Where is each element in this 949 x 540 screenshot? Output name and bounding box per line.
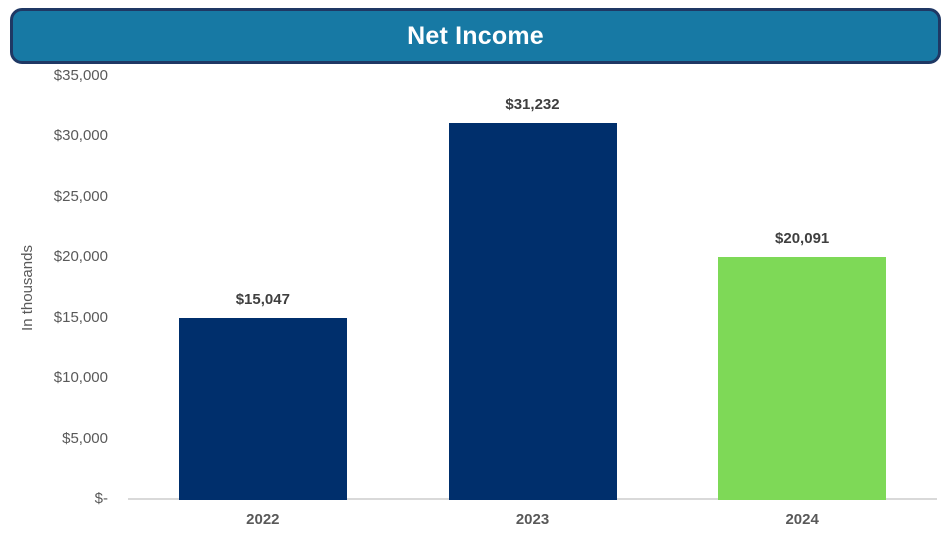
y-tick-label: $5,000	[62, 429, 108, 447]
bar-2024	[718, 257, 887, 500]
y-axis-label: In thousands	[19, 245, 36, 331]
y-tick-label: $10,000	[53, 369, 108, 387]
x-tick-label: 2023	[515, 511, 550, 528]
y-tick-label: $25,000	[53, 187, 108, 205]
x-tick-label: 2024	[785, 511, 819, 528]
y-tick-label: $15,000	[53, 308, 108, 326]
bar-2022	[178, 318, 347, 500]
y-tick-label: $30,000	[53, 127, 108, 145]
bar-value-label: $15,047	[235, 291, 290, 308]
chart-title: Net Income	[407, 21, 544, 50]
bar-value-label: $20,091	[775, 230, 830, 247]
chart-title-banner: Net Income	[10, 8, 941, 64]
bar-value-label: $31,232	[505, 96, 560, 113]
bar-2023	[448, 123, 617, 500]
x-tick-label: 2022	[246, 511, 280, 528]
y-tick-label: $35,000	[53, 67, 108, 84]
y-tick-label: $20,000	[53, 248, 108, 266]
y-tick-label: $-	[94, 490, 108, 507]
